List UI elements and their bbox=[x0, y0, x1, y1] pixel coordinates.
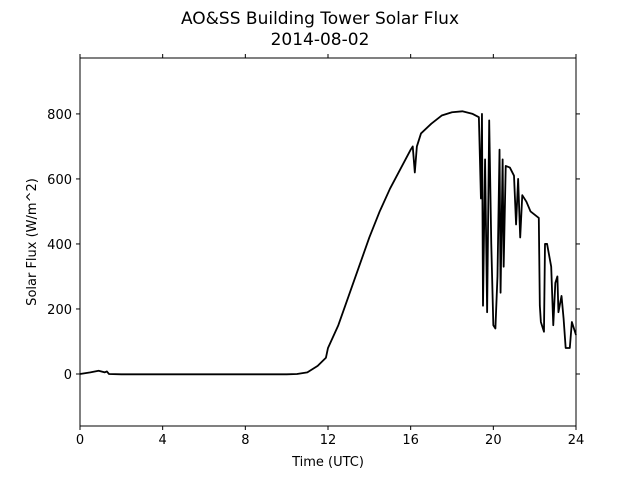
x-tick-label: 16 bbox=[402, 433, 419, 448]
y-tick-label: 400 bbox=[47, 238, 72, 253]
y-axis-label: Solar Flux (W/m^2) bbox=[25, 178, 40, 306]
y-tick-label: 600 bbox=[47, 173, 72, 188]
x-tick-label: 12 bbox=[320, 433, 337, 448]
chart-subtitle: 2014-08-02 bbox=[271, 30, 370, 50]
x-tick-label: 24 bbox=[568, 433, 585, 448]
y-tick-label: 800 bbox=[47, 108, 72, 123]
y-tick-label: 0 bbox=[64, 368, 72, 383]
x-tick-label: 8 bbox=[241, 433, 249, 448]
x-tick-label: 4 bbox=[159, 433, 167, 448]
x-tick-label: 0 bbox=[76, 433, 84, 448]
x-tick-label: 20 bbox=[485, 433, 502, 448]
y-tick-label: 200 bbox=[47, 303, 72, 318]
plot-frame bbox=[79, 57, 577, 427]
chart-title: AO&SS Building Tower Solar Flux bbox=[181, 9, 459, 29]
x-axis-label: Time (UTC) bbox=[291, 455, 364, 470]
data-line bbox=[79, 110, 577, 376]
